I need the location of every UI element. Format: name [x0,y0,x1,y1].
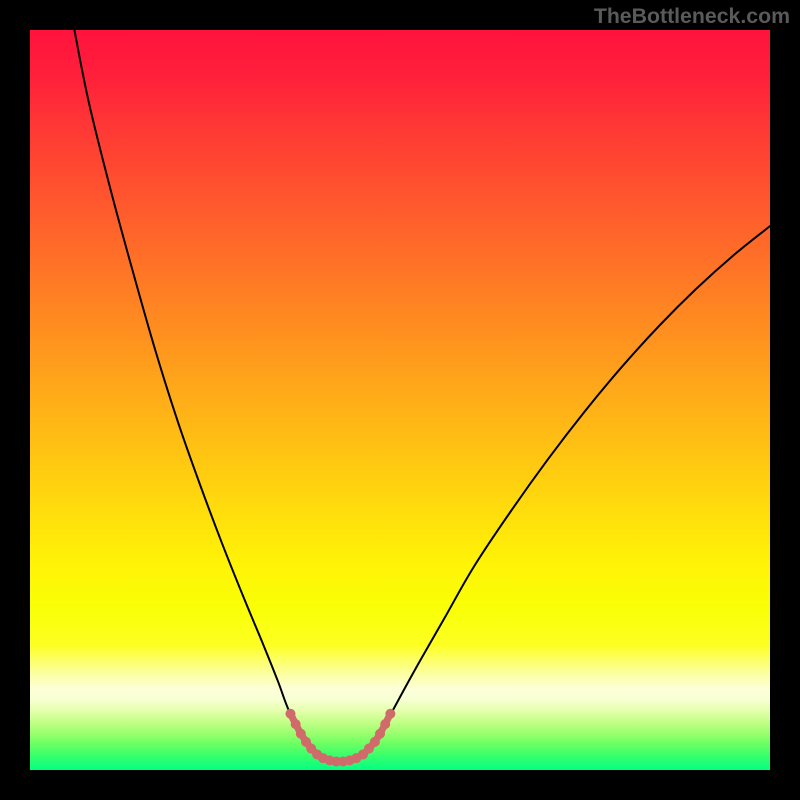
series-highlight-dots-dot [385,709,395,719]
chart-container: TheBottleneck.com [0,0,800,800]
series-highlight-dots-dot [285,709,295,719]
plot-area [30,30,770,770]
series-main-curve [74,30,770,762]
series-highlight-dots-dot [291,719,301,729]
curves-layer [30,30,770,770]
watermark-text: TheBottleneck.com [594,4,790,29]
series-highlight-dots-dot [375,729,385,739]
series-highlight-dots-dot [380,719,390,729]
